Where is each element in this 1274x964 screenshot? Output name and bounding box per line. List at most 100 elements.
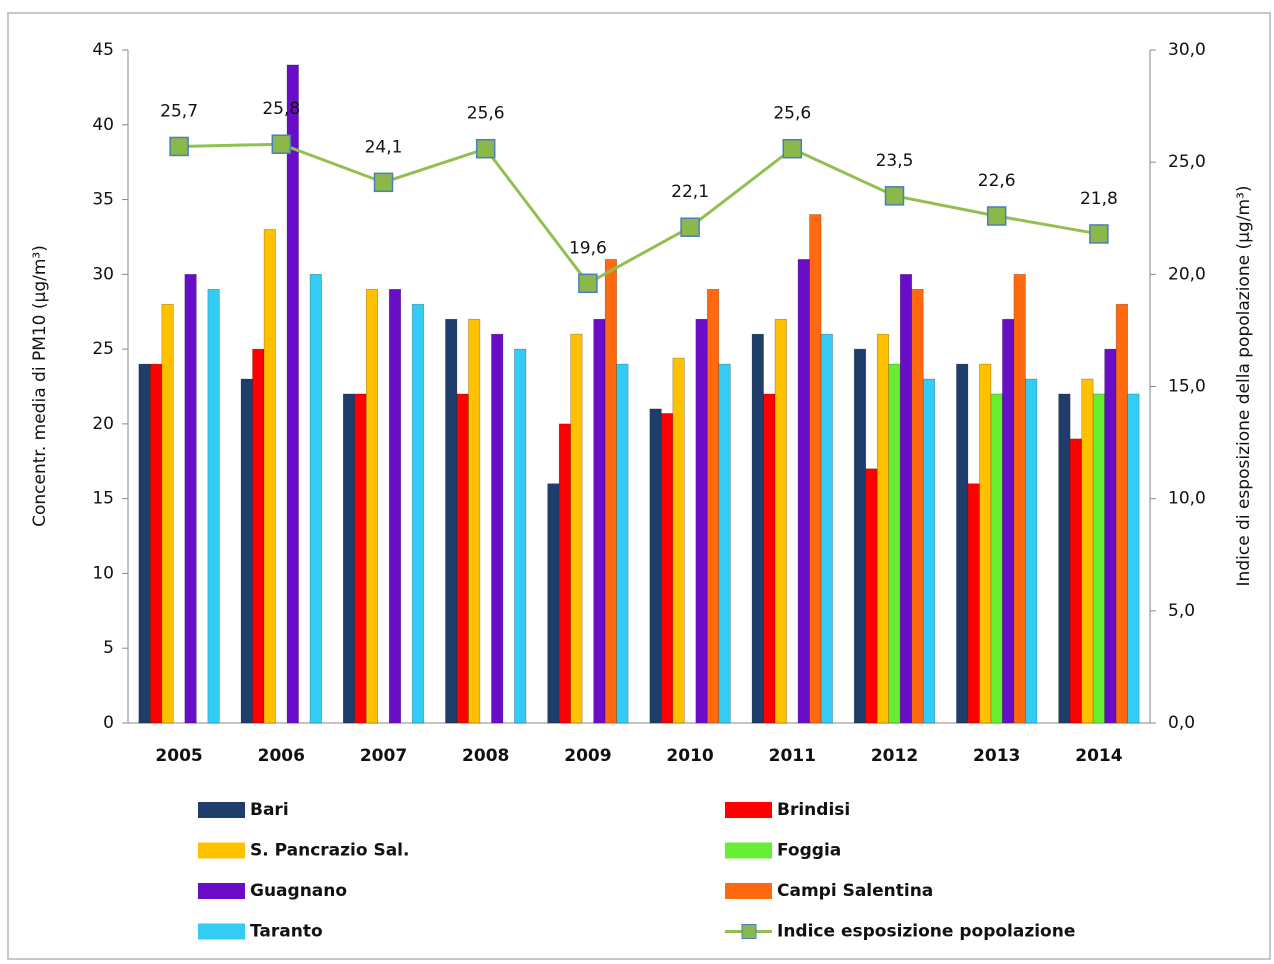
line-marker — [1089, 224, 1109, 244]
y-tick-label: 40 — [92, 115, 114, 135]
bar — [240, 378, 253, 724]
bar — [1081, 378, 1094, 724]
legend-label: Taranto — [250, 922, 323, 942]
bar — [1104, 348, 1117, 724]
x-tick-label: 2009 — [564, 746, 611, 766]
y2-tick-label: 0,0 — [1168, 713, 1195, 733]
y-tick-label: 25 — [92, 339, 114, 359]
data-label: 22,6 — [978, 171, 1016, 191]
line-marker — [373, 172, 394, 193]
y-tick-label: 35 — [92, 190, 114, 210]
legend-label: S. Pancrazio Sal. — [250, 841, 409, 861]
bar — [718, 363, 731, 724]
legend-swatch — [198, 883, 245, 899]
bar — [456, 393, 469, 724]
bar — [809, 214, 822, 724]
bar — [876, 333, 890, 724]
bar — [922, 378, 936, 724]
bar — [1013, 274, 1026, 724]
legend-swatch — [725, 842, 772, 859]
line-marker — [271, 134, 292, 154]
bar — [286, 64, 299, 724]
bar — [979, 363, 992, 724]
data-label: 21,8 — [1080, 189, 1118, 209]
y-tick-label: 5 — [103, 638, 114, 658]
line-marker — [578, 273, 598, 294]
legend-swatch — [198, 923, 245, 940]
data-label: 22,1 — [671, 182, 709, 202]
x-tick-label: 2012 — [871, 746, 918, 766]
legend-label: Guagnano — [250, 881, 347, 901]
bar — [820, 333, 833, 724]
data-label: 25,6 — [467, 104, 505, 124]
y-tick-label: 15 — [92, 489, 114, 509]
y-tick-label: 45 — [92, 40, 114, 60]
legend-label: Indice esposizione popolazione — [777, 922, 1075, 942]
x-tick-label: 2010 — [666, 746, 713, 766]
bar — [354, 393, 367, 724]
x-tick-label: 2013 — [973, 746, 1020, 766]
legend-label: Foggia — [777, 841, 841, 861]
bar — [1025, 378, 1038, 724]
bar — [491, 333, 504, 724]
bar — [184, 274, 197, 724]
bar — [990, 393, 1003, 724]
bar — [865, 468, 878, 724]
x-tick-label: 2014 — [1075, 746, 1122, 766]
bar — [888, 363, 901, 724]
bar — [388, 288, 402, 724]
bar — [967, 483, 980, 724]
bar — [207, 288, 220, 724]
bar — [150, 363, 163, 724]
bar — [774, 318, 787, 724]
y2-tick-label: 10,0 — [1168, 489, 1206, 509]
line-marker — [169, 136, 189, 157]
x-tick-label: 2007 — [360, 746, 407, 766]
bar — [1002, 318, 1015, 724]
x-tick-label: 2011 — [769, 746, 816, 766]
bar — [751, 333, 764, 724]
line-marker — [782, 138, 803, 159]
line-marker — [475, 138, 496, 159]
data-label: 25,6 — [773, 104, 811, 124]
data-label: 23,5 — [876, 151, 914, 171]
bar — [649, 408, 662, 724]
y2-tick-label: 20,0 — [1168, 264, 1206, 284]
bar — [570, 333, 583, 724]
line-marker — [884, 186, 905, 206]
bar — [309, 274, 322, 724]
x-tick-label: 2008 — [462, 746, 509, 766]
legend-swatch — [198, 802, 245, 818]
legend-label: Brindisi — [777, 800, 850, 820]
bar — [604, 259, 617, 724]
line-marker — [680, 217, 700, 237]
bar — [558, 423, 571, 724]
data-label: 24,1 — [365, 137, 403, 157]
bar — [252, 348, 265, 724]
y-tick-label: 10 — [92, 563, 114, 583]
bar — [547, 483, 560, 724]
y2-tick-label: 5,0 — [1168, 601, 1195, 621]
bar — [956, 363, 969, 724]
bar — [468, 318, 481, 724]
y2-axis-title: Indice di esposizione della popolazione … — [1234, 186, 1254, 587]
data-label: 25,7 — [160, 101, 198, 121]
y-tick-label: 30 — [92, 264, 114, 284]
bar — [445, 318, 458, 724]
bar — [593, 318, 606, 724]
line-marker — [986, 206, 1007, 226]
y-tick-label: 20 — [92, 414, 114, 434]
bar — [661, 413, 674, 724]
bar — [797, 259, 810, 724]
bar — [263, 229, 276, 724]
line — [179, 142, 1100, 286]
bar — [365, 288, 379, 724]
bar — [1127, 393, 1140, 724]
bar — [695, 318, 708, 724]
y2-tick-label: 30,0 — [1168, 40, 1206, 60]
legend-label: Campi Salentina — [777, 881, 933, 901]
data-label: 25,8 — [262, 99, 300, 119]
legend-swatch — [725, 802, 772, 818]
